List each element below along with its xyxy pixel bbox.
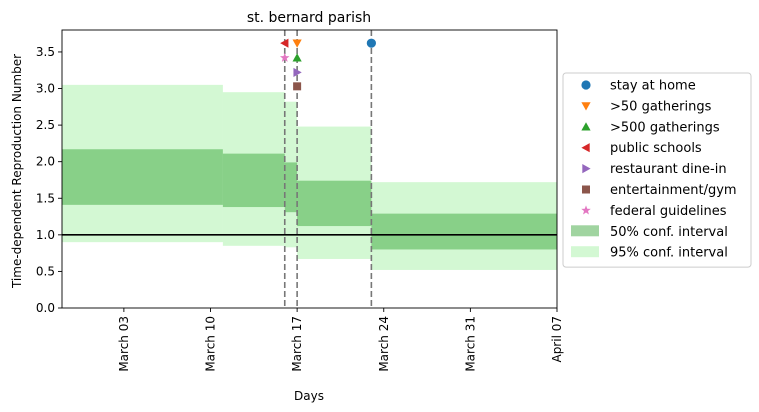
ci95-band-4 <box>371 182 557 270</box>
x-axis: March 03 March 10 March 17 March 24 March 31… <box>117 308 564 372</box>
event-marker-5 <box>293 82 302 91</box>
legend: stay at home >50 gatherings >500 gathering… <box>562 72 752 268</box>
legend-label-1: >50 gatherings <box>610 99 712 114</box>
ci50-layer <box>62 149 557 250</box>
legend-marker-1 <box>581 102 591 111</box>
ci95-band-2 <box>284 101 298 248</box>
y-axis: 0.0 0.5 1.0 1.5 2.0 2.5 3.0 3.5 <box>36 45 62 315</box>
plot-frame <box>61 29 558 309</box>
x-tick-label-2: March 17 <box>290 316 304 372</box>
x-tick-label-5: April 07 <box>550 316 564 363</box>
legend-marker-5 <box>582 185 590 194</box>
legend-marker-2 <box>581 122 591 131</box>
legend-swatch-ci-0 <box>571 225 599 237</box>
ci50-band-1 <box>222 153 285 208</box>
ci50-band-4 <box>371 213 557 250</box>
legend-label-2: >500 gatherings <box>610 120 720 135</box>
event-marker-4 <box>293 67 302 78</box>
y-tick-label-1: 0.5 <box>36 264 55 278</box>
legend-label-3: public schools <box>610 141 702 156</box>
legend-swatch-ci-1 <box>571 246 599 258</box>
legend-marker-6 <box>581 205 591 215</box>
legend-label-4: restaurant dine-in <box>610 162 727 177</box>
ci50-band-0 <box>62 149 223 205</box>
ci95-band-3 <box>297 126 372 259</box>
event-marker-0 <box>366 38 376 48</box>
y-tick-label-7: 3.5 <box>36 45 55 59</box>
x-tick-label-1: March 10 <box>204 316 218 372</box>
y-tick-label-5: 2.5 <box>36 118 55 132</box>
y-axis-label: Time-dependent Reproduction Number <box>10 54 24 289</box>
y-tick-label-4: 2.0 <box>36 155 55 169</box>
event-marker-1 <box>292 39 302 48</box>
chart-title: st. bernard parish <box>247 10 371 26</box>
y-tick-label-3: 1.5 <box>36 191 55 205</box>
y-tick-label-6: 3.0 <box>36 82 55 96</box>
legend-marker-0 <box>581 80 591 90</box>
legend-label-ci-0: 50% conf. interval <box>610 225 728 240</box>
ci95-layer <box>62 84 557 270</box>
ci50-band-3 <box>297 180 372 227</box>
ci50-band-2 <box>284 162 298 213</box>
legend-marker-4 <box>582 164 591 174</box>
y-tick-label-0: 0.0 <box>36 301 55 315</box>
legend-label-0: stay at home <box>610 79 696 94</box>
ci95-band-0 <box>62 84 223 243</box>
event-marker-3 <box>280 38 289 48</box>
ci95-band-1 <box>222 92 285 246</box>
event-marker-6 <box>279 52 290 62</box>
x-tick-label-0: March 03 <box>117 316 131 372</box>
x-axis-label: Days <box>294 389 324 403</box>
y-tick-label-2: 1.0 <box>36 228 55 242</box>
legend-marker-3 <box>581 143 590 153</box>
event-markers <box>279 38 376 91</box>
legend-label-6: federal guidelines <box>610 204 727 219</box>
event-marker-2 <box>292 53 302 62</box>
x-tick-label-4: March 31 <box>463 316 477 372</box>
x-tick-label-3: March 24 <box>377 316 391 372</box>
event-lines <box>283 30 373 308</box>
legend-label-5: entertainment/gym <box>610 183 737 198</box>
legend-box <box>562 72 752 268</box>
legend-label-ci-1: 95% conf. interval <box>610 246 728 261</box>
